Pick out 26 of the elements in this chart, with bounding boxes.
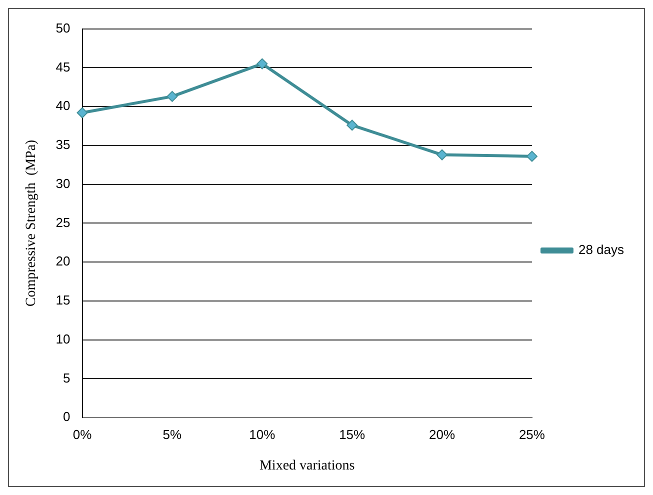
y-tick-label: 35 xyxy=(56,137,70,152)
y-tick-label: 50 xyxy=(56,20,70,36)
y-tick-label: 30 xyxy=(56,176,70,191)
x-tick-label: 20% xyxy=(429,426,456,442)
point xyxy=(436,149,448,160)
y-tick-label: 40 xyxy=(56,98,70,114)
x-tick-label: 15% xyxy=(339,426,366,442)
y-tick-label: 10 xyxy=(56,331,70,346)
y-tick-label: 5 xyxy=(63,370,70,386)
y-tick-label: 25 xyxy=(56,214,70,230)
point xyxy=(256,58,268,70)
point xyxy=(76,107,88,118)
y-axis-title: Compressive Strength (MPa) xyxy=(24,139,40,307)
point xyxy=(166,90,178,102)
y-tick-label: 0 xyxy=(63,409,70,424)
x-tick-label: 0% xyxy=(72,426,92,442)
x-tick-label: 25% xyxy=(518,426,546,442)
x-tick-label: 5% xyxy=(162,426,182,442)
x-tick-label: 10% xyxy=(249,426,276,442)
x-axis-title: Mixed variations xyxy=(259,458,355,474)
y-tick-label: 15 xyxy=(56,292,70,308)
point xyxy=(346,120,358,131)
y-tick-label: 45 xyxy=(56,59,70,74)
legend-label: 28 days xyxy=(578,242,624,258)
point xyxy=(526,150,538,162)
y-tick-label: 20 xyxy=(56,254,70,269)
